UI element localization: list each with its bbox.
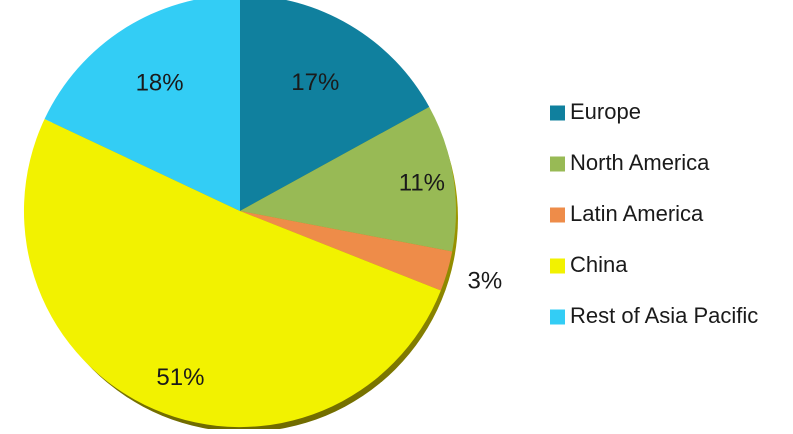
pie-slice-china: [23, 119, 441, 428]
pie-slice-latin-america: [240, 211, 453, 291]
legend-label-north-america: North America: [570, 150, 710, 175]
legend-swatch-north-america: [550, 156, 565, 172]
legend: Europe North America Latin America China Res…: [550, 99, 758, 328]
legend-label-europe: Europe: [570, 99, 641, 124]
legend-label-rest-of-asia-pacific: Rest of Asia Pacific: [570, 303, 758, 328]
legend-swatch-china: [550, 258, 565, 274]
slice-label-china: 51%: [156, 364, 204, 391]
pie-slice-north-america: [240, 106, 456, 252]
pie-slice-europe: [240, 0, 430, 211]
legend-label-china: China: [570, 252, 628, 277]
pie-slices: [23, 0, 458, 432]
slice-labels: 17% 11% 3% 51% 18%: [136, 69, 503, 391]
legend-swatch-europe: [550, 105, 565, 121]
legend-label-latin-america: Latin America: [570, 201, 704, 226]
slice-label-north-america: 11%: [399, 170, 445, 197]
pie-slice-rest-of-asia-pacific: [44, 0, 240, 211]
slice-label-europe: 17%: [291, 69, 339, 96]
slice-label-latin-america: 3%: [468, 267, 503, 294]
legend-swatch-latin-america: [550, 207, 565, 223]
slice-label-rest-of-asia-pacific: 18%: [136, 70, 184, 97]
legend-swatch-rest-of-asia-pacific: [550, 309, 565, 325]
